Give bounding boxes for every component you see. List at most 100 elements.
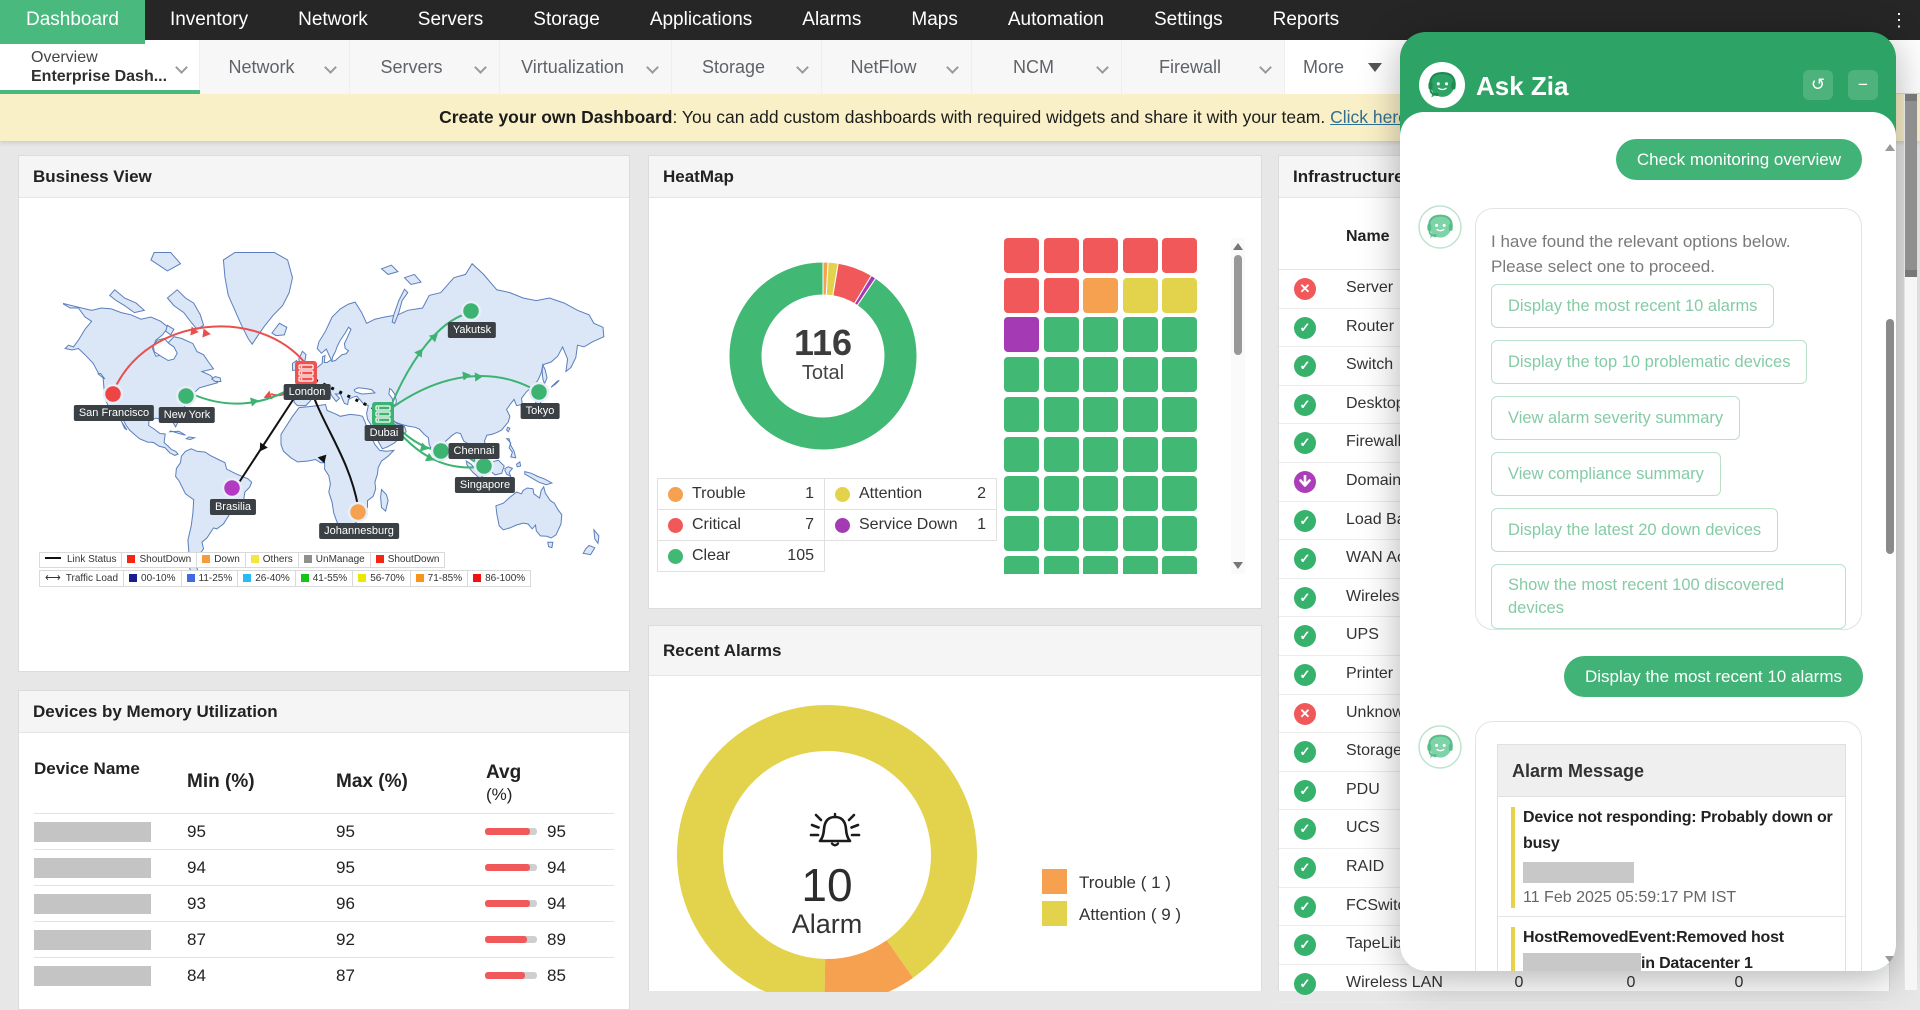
- scroll-thumb[interactable]: [1886, 319, 1894, 554]
- scroll-up-icon[interactable]: [1233, 243, 1243, 250]
- tab-ncm[interactable]: NCM: [972, 40, 1122, 94]
- zia-chat-scrollbar[interactable]: [1883, 136, 1896, 971]
- nav-item-network[interactable]: Network: [298, 9, 368, 30]
- tab-overview-enterprise-dashboard[interactable]: Overview Enterprise Dash...: [0, 40, 200, 94]
- heatmap-cell-green[interactable]: [1162, 357, 1197, 393]
- tab-network[interactable]: Network: [200, 40, 350, 94]
- zia-option-show-the-most-recent-100-discovered-devices[interactable]: Show the most recent 100 discovered devi…: [1491, 564, 1846, 629]
- heatmap-cell-green[interactable]: [1004, 515, 1039, 551]
- heatmap-cell-green[interactable]: [1043, 476, 1079, 512]
- heatmap-cell-red[interactable]: [1043, 277, 1079, 313]
- nav-item-dashboard[interactable]: Dashboard: [0, 0, 145, 44]
- heatmap-cell-green[interactable]: [1122, 436, 1158, 472]
- heatmap-cell-green[interactable]: [1004, 396, 1039, 432]
- heatmap-cell-orange[interactable]: [1083, 277, 1118, 313]
- map-node-new-york[interactable]: [175, 385, 197, 407]
- heatmap-cell-red[interactable]: [1162, 238, 1197, 273]
- tab-virtualization[interactable]: Virtualization: [500, 40, 672, 94]
- heatmap-cell-purple[interactable]: [1004, 317, 1039, 353]
- heatmap-cell-green[interactable]: [1083, 436, 1118, 472]
- map-node-london[interactable]: [295, 361, 317, 385]
- heatmap-cell-red[interactable]: [1043, 238, 1079, 273]
- recent-alarms-donut-chart[interactable]: [649, 676, 1263, 992]
- heatmap-cell-green[interactable]: [1162, 396, 1197, 432]
- heatmap-cell-green[interactable]: [1043, 357, 1079, 393]
- map-node-singapore[interactable]: [473, 455, 495, 477]
- heatmap-cell-green[interactable]: [1083, 515, 1118, 551]
- scroll-up-icon[interactable]: [1885, 144, 1895, 151]
- tab-storage[interactable]: Storage: [672, 40, 822, 94]
- nav-item-servers[interactable]: Servers: [417, 9, 484, 30]
- kebab-menu-icon[interactable]: ⋮: [1890, 10, 1908, 30]
- zia-option-display-the-most-recent-10-alarms[interactable]: Display the most recent 10 alarms: [1491, 284, 1775, 328]
- map-node-brasilia[interactable]: [221, 477, 243, 499]
- heatmap-cell-red[interactable]: [1004, 238, 1039, 273]
- map-node-yakutsk[interactable]: [460, 300, 482, 322]
- nav-item-settings[interactable]: Settings: [1153, 9, 1223, 30]
- scroll-down-icon[interactable]: [1885, 956, 1895, 963]
- map-node-chennai[interactable]: [430, 440, 452, 462]
- heatmap-cell-green[interactable]: [1083, 317, 1118, 353]
- donut-slice-trouble[interactable]: [824, 940, 914, 992]
- heatmap-grid-scrollbar[interactable]: [1231, 238, 1245, 574]
- heatmap-donut-chart[interactable]: [729, 262, 917, 450]
- heatmap-cell-green[interactable]: [1004, 476, 1039, 512]
- scroll-up-icon[interactable]: [1905, 94, 1917, 101]
- heatmap-cell-red[interactable]: [1083, 238, 1118, 273]
- business-view-map[interactable]: San Francisco New York London Dubai Brasilia…: [19, 198, 629, 598]
- heatmap-cell-green[interactable]: [1043, 396, 1079, 432]
- zia-undo-icon[interactable]: ↺: [1803, 70, 1833, 100]
- heatmap-cell-green[interactable]: [1043, 317, 1079, 353]
- map-node-johannesburg[interactable]: [347, 501, 369, 523]
- zia-option-display-the-top-10-problematic-devices[interactable]: Display the top 10 problematic devices: [1491, 340, 1808, 384]
- tab-more[interactable]: More: [1285, 40, 1400, 94]
- zia-option-display-the-latest-20-down-devices[interactable]: Display the latest 20 down devices: [1491, 508, 1779, 552]
- zia-option-view-alarm-severity-summary[interactable]: View alarm severity summary: [1491, 396, 1741, 440]
- heatmap-cell-green[interactable]: [1122, 515, 1158, 551]
- heatmap-cell-green[interactable]: [1162, 436, 1197, 472]
- map-node-tokyo[interactable]: [528, 381, 550, 403]
- heatmap-cell-red[interactable]: [1122, 238, 1158, 273]
- donut-slice-attention[interactable]: [677, 705, 977, 992]
- tab-firewall[interactable]: Firewall: [1122, 40, 1285, 94]
- zia-option-view-compliance-summary[interactable]: View compliance summary: [1491, 452, 1721, 496]
- heatmap-cell-green[interactable]: [1122, 555, 1158, 574]
- donut-slice-clear[interactable]: [729, 262, 917, 450]
- heatmap-cell-yellow[interactable]: [1162, 277, 1197, 313]
- nav-item-reports[interactable]: Reports: [1272, 9, 1340, 30]
- tab-netflow[interactable]: NetFlow: [822, 40, 972, 94]
- nav-item-applications[interactable]: Applications: [649, 9, 753, 30]
- map-node-san-francisco[interactable]: [102, 383, 124, 405]
- heatmap-cell-green[interactable]: [1122, 476, 1158, 512]
- heatmap-cell-green[interactable]: [1122, 317, 1158, 353]
- infrastructure-row[interactable]: ✓ Wireless LAN 0 0 0: [1279, 965, 1889, 1004]
- heatmap-cell-green[interactable]: [1162, 476, 1197, 512]
- nav-item-automation[interactable]: Automation: [1007, 9, 1104, 30]
- nav-item-storage[interactable]: Storage: [533, 9, 600, 30]
- heatmap-cell-green[interactable]: [1004, 357, 1039, 393]
- scroll-thumb[interactable]: [1905, 101, 1917, 270]
- heatmap-cell-green[interactable]: [1043, 436, 1079, 472]
- heatmap-cell-green[interactable]: [1162, 317, 1197, 353]
- scroll-down-icon[interactable]: [1233, 562, 1243, 569]
- heatmap-cell-green[interactable]: [1162, 515, 1197, 551]
- scroll-thumb[interactable]: [1234, 255, 1242, 355]
- heatmap-cell-green[interactable]: [1122, 357, 1158, 393]
- heatmap-grid[interactable]: [1004, 238, 1198, 574]
- tab-servers[interactable]: Servers: [350, 40, 500, 94]
- nav-item-inventory[interactable]: Inventory: [169, 9, 249, 30]
- heatmap-cell-green[interactable]: [1083, 396, 1118, 432]
- heatmap-cell-green[interactable]: [1083, 476, 1118, 512]
- heatmap-cell-green[interactable]: [1004, 555, 1039, 574]
- scroll-down-icon[interactable]: [1905, 270, 1917, 277]
- heatmap-cell-green[interactable]: [1043, 515, 1079, 551]
- heatmap-cell-yellow[interactable]: [1122, 277, 1158, 313]
- heatmap-cell-red[interactable]: [1004, 277, 1039, 313]
- heatmap-cell-green[interactable]: [1162, 555, 1197, 574]
- page-scrollbar[interactable]: [1904, 94, 1917, 990]
- heatmap-cell-green[interactable]: [1083, 555, 1118, 574]
- zia-minimize-icon[interactable]: −: [1848, 70, 1878, 100]
- nav-item-alarms[interactable]: Alarms: [802, 9, 862, 30]
- nav-item-maps[interactable]: Maps: [911, 9, 958, 30]
- map-node-dubai[interactable]: [372, 402, 394, 426]
